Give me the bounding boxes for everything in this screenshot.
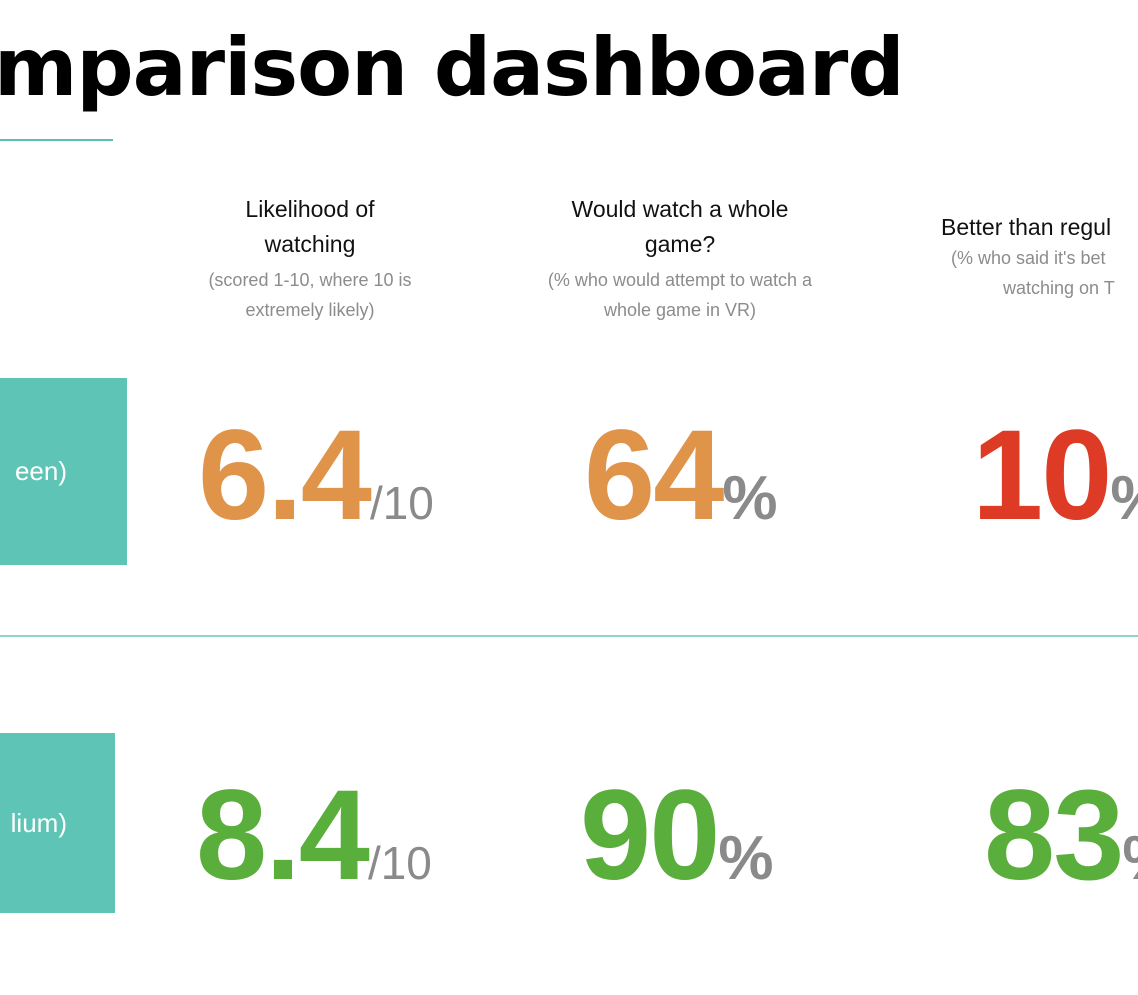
metric-better-row1: 10% [972,412,1138,540]
metric-likelihood-row1: 6.4/10 [198,412,434,540]
column-header-likelihood: Likelihood of watching (scored 1-10, whe… [170,192,450,325]
metric-unit: /10 [369,477,434,529]
metric-value: 6.4 [198,404,372,547]
row-label-stadium: lium) [0,733,115,913]
column-heading-line2: watching [264,231,356,257]
column-heading-line1: Likelihood of [245,196,375,222]
column-heading-line2: game? [644,231,716,257]
title-underline [0,139,113,141]
metric-unit: % [1110,464,1138,533]
column-heading-line1: Would watch a whole [571,196,789,222]
column-subheading-line1: (% who would attempt to watch a [547,270,813,290]
metric-unit: % [1122,824,1138,893]
metric-value: 64 [584,404,724,547]
row-divider [0,635,1138,637]
page-title: mparison dashboard [0,21,905,114]
row-label-text: lium) [10,807,67,838]
metric-value: 10 [972,412,1112,540]
column-subheading-line1: (% who said it's bet [951,248,1106,268]
metric-whole-game-row2: 90% [580,772,774,900]
column-header-better-than-regular: Better than regul (% who said it's bet w… [941,210,1115,303]
metric-unit: /10 [367,837,432,889]
metric-likelihood-row2: 8.4/10 [196,772,432,900]
column-subheading-line1: (scored 1-10, where 10 is [208,270,412,290]
row-label-screen: een) [0,378,127,565]
metric-whole-game-row1: 64% [584,412,778,540]
metric-unit: % [722,464,778,533]
metric-better-row2: 83% [984,772,1138,900]
row-label-text: een) [14,456,67,486]
metric-unit: % [718,824,774,893]
column-heading-line1: Better than regul [941,214,1112,240]
metric-value: 90 [580,764,720,907]
metric-value: 83 [984,772,1124,900]
column-header-whole-game: Would watch a whole game? (% who would a… [500,192,860,325]
column-subheading-line2: extremely likely) [245,300,375,320]
metric-value: 8.4 [196,764,370,907]
column-subheading-line2: whole game in VR) [603,300,757,320]
column-subheading-line2: watching on T [1003,278,1115,298]
